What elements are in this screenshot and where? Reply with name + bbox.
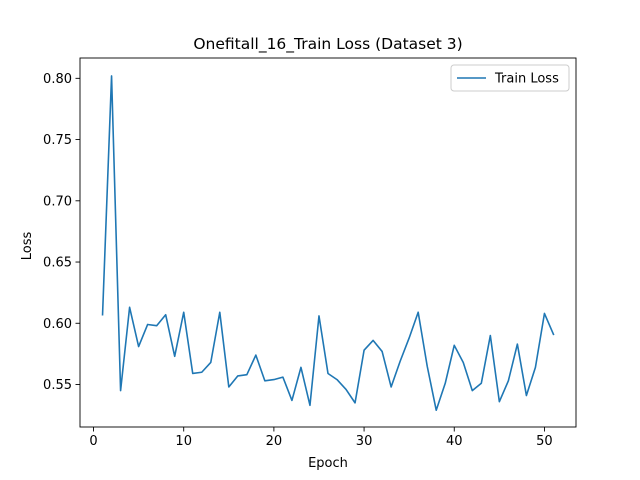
y-tick-label: 0.60 <box>43 317 72 332</box>
x-tick-label: 20 <box>266 434 283 449</box>
x-tick-label: 0 <box>89 434 97 449</box>
x-tick-label: 10 <box>175 434 192 449</box>
chart-title: Onefitall_16_Train Loss (Dataset 3) <box>193 35 462 54</box>
legend-label: Train Loss <box>494 72 559 87</box>
y-tick-label: 0.80 <box>43 72 72 87</box>
y-axis-label: Loss <box>20 232 35 261</box>
legend: Train Loss <box>450 64 570 92</box>
y-tick-label: 0.65 <box>43 256 72 271</box>
x-tick-label: 40 <box>446 434 463 449</box>
plot-frame <box>79 57 577 428</box>
y-tick-label: 0.75 <box>43 133 72 148</box>
y-tick-label: 0.70 <box>43 194 72 209</box>
legend-box <box>450 64 570 92</box>
x-axis-label: Epoch <box>308 456 348 471</box>
x-tick-label: 30 <box>356 434 373 449</box>
x-tick-label: 50 <box>536 434 553 449</box>
series-line-0 <box>101 75 555 412</box>
y-tick-label: 0.55 <box>43 378 72 393</box>
